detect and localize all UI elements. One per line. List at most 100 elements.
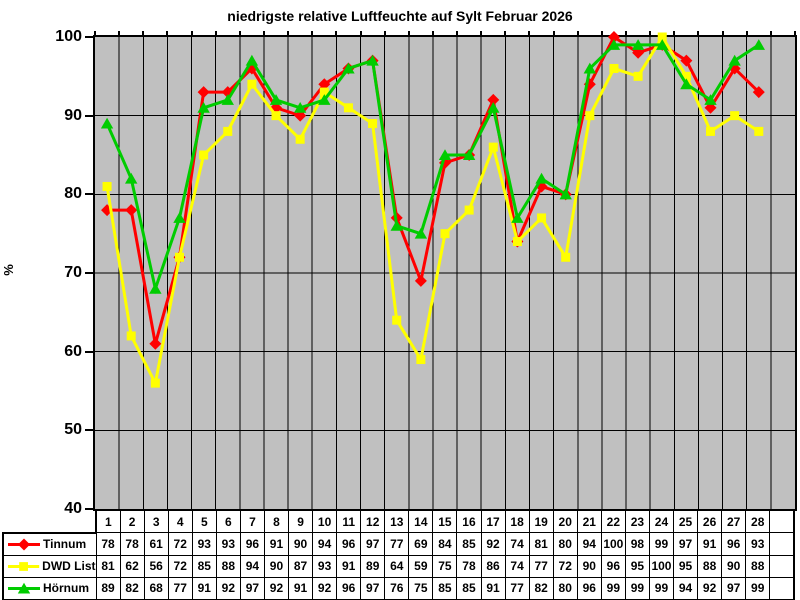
triangle-marker-icon (631, 39, 645, 50)
value-cell: 91 (191, 576, 217, 600)
day-header-cell: 27 (721, 509, 747, 533)
value-cell: 61 (143, 532, 169, 556)
top-tick-mark (576, 31, 579, 35)
day-header-cell: 9 (287, 509, 314, 533)
legend-row-label: DWD List (2, 554, 97, 578)
y-tick-label: 60 (64, 342, 82, 360)
value-cell: 88 (697, 554, 723, 578)
value-cell: 91 (336, 554, 362, 578)
value-cell: 96 (600, 554, 626, 578)
square-marker-icon (247, 79, 257, 89)
square-marker-icon (126, 331, 136, 341)
triangle-marker-icon (680, 78, 693, 90)
diamond-marker-icon (125, 204, 138, 217)
square-marker-icon (223, 126, 233, 136)
legend-entry: Tinnum (5, 537, 95, 551)
day-header-cell: 24 (648, 509, 675, 533)
day-header-cell: 26 (697, 509, 723, 533)
square-marker-icon (657, 32, 667, 42)
value-cell: 92 (263, 576, 290, 600)
value-cell: 99 (745, 576, 771, 600)
y-tick-label: 100 (55, 28, 82, 45)
square-marker-icon (440, 229, 450, 239)
y-tick-mark (85, 508, 93, 510)
square-marker-icon (488, 142, 498, 152)
square-marker-icon (392, 315, 402, 325)
value-cell: 59 (408, 554, 434, 578)
square-marker-icon (174, 252, 184, 262)
y-tick-mark (85, 36, 93, 38)
y-tick-mark (85, 193, 93, 196)
y-tick-mark (85, 272, 93, 274)
value-cell: 77 (167, 576, 193, 600)
series-dwd-list (102, 32, 764, 388)
triangle-marker-icon (656, 39, 669, 50)
value-cell: 88 (215, 554, 241, 578)
top-tick-mark (480, 31, 483, 35)
day-header-cell: 7 (239, 509, 265, 533)
square-marker-icon (512, 237, 522, 247)
diamond-marker-icon (487, 93, 500, 106)
empty-cell (769, 554, 796, 578)
diamond-marker-icon (101, 204, 114, 217)
value-cell: 91 (480, 576, 506, 600)
value-cell: 92 (312, 576, 338, 600)
value-cell: 75 (432, 554, 458, 578)
value-cell: 68 (143, 576, 169, 600)
square-marker-icon (19, 561, 28, 571)
value-cell: 90 (576, 554, 602, 578)
legend-series-name: Tinnum (43, 537, 87, 551)
top-tick-mark (456, 31, 459, 35)
triangle-marker-icon (221, 94, 234, 105)
day-header-cell: 13 (384, 509, 410, 533)
value-cell: 74 (504, 532, 530, 556)
chart-title: niedrigste relative Luftfeuchte auf Sylt… (227, 8, 573, 24)
day-header-cell: 4 (167, 509, 193, 533)
y-tick-label: 50 (64, 421, 82, 439)
day-header-cell: 10 (312, 509, 338, 533)
value-cell: 90 (721, 554, 747, 578)
square-marker-icon (561, 252, 571, 262)
value-cell: 85 (456, 576, 482, 600)
legend-entry: DWD List (5, 559, 95, 573)
value-cell: 94 (239, 554, 265, 578)
square-marker-icon (416, 355, 426, 365)
triangle-marker-icon (487, 102, 500, 113)
square-marker-icon (343, 103, 353, 113)
day-header-cell: 8 (263, 509, 290, 533)
top-tick-mark (238, 31, 241, 35)
top-tick-mark (214, 31, 217, 35)
triangle-marker-icon (438, 149, 452, 160)
value-cell: 88 (745, 554, 771, 578)
triangle-marker-icon (511, 212, 524, 223)
triangle-marker-icon (342, 62, 355, 74)
day-header-cell: 5 (191, 509, 217, 533)
value-cell: 82 (528, 576, 554, 600)
value-cell: 77 (504, 576, 530, 600)
square-marker-icon (609, 63, 619, 73)
plot-svg (95, 31, 795, 509)
legend-line-sample (7, 561, 40, 571)
day-header-cell: 15 (432, 509, 458, 533)
value-cell: 98 (624, 532, 650, 556)
day-header-cell: 25 (672, 509, 699, 533)
value-cell: 91 (287, 576, 314, 600)
top-tick-mark (142, 31, 145, 35)
series-line (107, 34, 760, 345)
value-cell: 87 (287, 554, 314, 578)
legend-row-label: Tinnum (2, 531, 97, 556)
day-header-cell: 21 (576, 509, 602, 533)
value-cell: 72 (167, 554, 193, 578)
series-hörnum (100, 39, 765, 295)
top-tick-mark (794, 31, 796, 35)
value-cell: 92 (215, 576, 241, 600)
top-tick-mark (166, 31, 169, 35)
y-tick-mark (85, 429, 93, 432)
value-cell: 85 (191, 554, 217, 578)
triangle-marker-icon (535, 172, 548, 184)
value-cell: 94 (576, 532, 602, 556)
square-marker-icon (633, 71, 643, 81)
value-cell: 94 (312, 532, 338, 556)
y-tick-mark (85, 114, 93, 117)
